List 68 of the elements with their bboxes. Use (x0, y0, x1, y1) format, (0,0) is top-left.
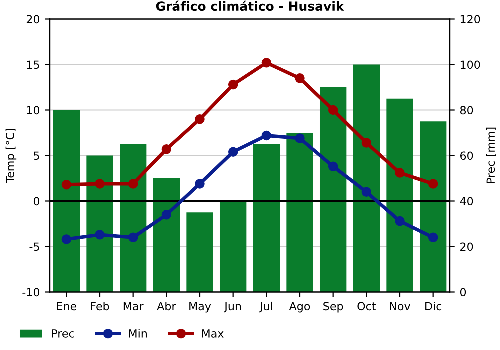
bar (220, 201, 247, 292)
x-tick-label: Jun (224, 302, 242, 313)
y-tick-label: 10 (27, 106, 40, 115)
y-tick-label: -10 (22, 288, 40, 297)
x-tick-label: Ago (289, 302, 310, 313)
bar (320, 88, 347, 292)
chart-title: Gráfico climático - Husavik (156, 0, 344, 12)
x-tick-label: Ene (57, 302, 77, 311)
point (395, 216, 405, 226)
x-tick-label: Nov (390, 302, 411, 311)
x-tick-label: May (190, 302, 212, 313)
point (328, 162, 338, 172)
point (162, 210, 172, 220)
point (362, 187, 372, 198)
point (228, 147, 238, 157)
point (295, 134, 305, 144)
point (95, 230, 105, 240)
legend-label: Min (129, 329, 147, 338)
bar (53, 110, 80, 292)
bar (253, 144, 280, 292)
point (62, 234, 72, 244)
x-tick-label: Feb (91, 302, 110, 311)
y-tick-label: 15 (27, 60, 40, 70)
point (395, 168, 405, 178)
point (262, 130, 272, 141)
bar (353, 64, 380, 292)
point (428, 232, 438, 243)
point (62, 180, 72, 190)
bar (386, 98, 414, 292)
y2-tick-label: 100 (460, 60, 480, 70)
point (128, 179, 138, 189)
x-tick-label: Oct (358, 302, 376, 311)
y-tick-label: -5 (30, 242, 40, 252)
x-tick-label: Dic (426, 302, 442, 311)
point (128, 232, 138, 243)
point (428, 179, 438, 189)
x-tick-label: Jul (259, 302, 272, 313)
bar (186, 212, 214, 292)
point (95, 179, 105, 189)
bar (153, 178, 180, 292)
y2-tick-label: 20 (460, 242, 474, 252)
y-tick-label: 20 (26, 15, 40, 24)
legend-label: Max (202, 330, 224, 338)
y-tick-label: 5 (34, 152, 40, 160)
x-tick-label: Sep (324, 302, 344, 313)
bar (420, 122, 447, 292)
point (328, 105, 338, 116)
bar (120, 144, 147, 292)
legend-label: Prec (52, 330, 74, 338)
point (362, 138, 372, 148)
y-axis-title: Temp [°C] (6, 129, 17, 184)
point (295, 74, 305, 84)
y2-tick-label: 40 (460, 197, 474, 206)
point (162, 144, 172, 154)
x-tick-label: Abr (157, 302, 176, 311)
y-tick-label: 0 (34, 197, 40, 206)
y2-tick-label: 80 (460, 106, 474, 115)
point (195, 114, 205, 124)
y2-tick-label: 0 (460, 288, 466, 297)
bar (286, 133, 314, 292)
bar (86, 156, 114, 292)
point (228, 80, 238, 90)
x-tick-label: Mar (124, 302, 144, 311)
y2-tick-label: 120 (460, 15, 480, 24)
y2-axis-title: Prec [mm] (486, 128, 496, 184)
y2-tick-label: 60 (460, 152, 474, 160)
point (262, 58, 272, 68)
point (195, 179, 205, 189)
